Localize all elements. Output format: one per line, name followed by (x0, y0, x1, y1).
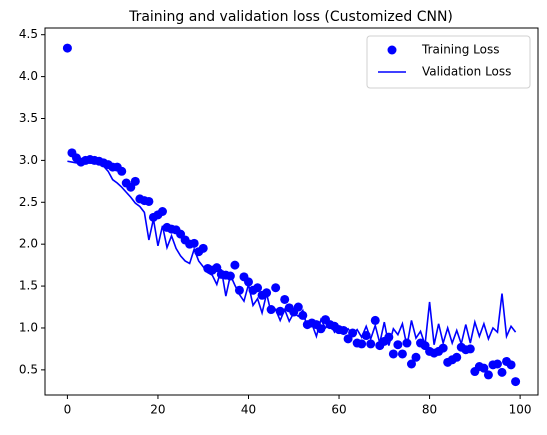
training-point (230, 260, 240, 270)
training-point (388, 349, 398, 359)
training-point (438, 343, 448, 353)
legend-box (366, 35, 531, 89)
training-point (406, 359, 416, 369)
training-point (253, 283, 263, 293)
y-tick-label: 4.0 (19, 69, 38, 83)
training-point (357, 339, 367, 349)
y-tick-label: 0.5 (19, 362, 38, 376)
training-point (370, 315, 380, 325)
training-point (157, 207, 167, 216)
validation-line (67, 159, 517, 347)
training-point (511, 377, 521, 387)
y-tick-label: 2.0 (19, 237, 38, 251)
training-point (117, 166, 127, 176)
training-point (506, 360, 516, 370)
training-point (130, 176, 140, 186)
training-point (411, 352, 421, 362)
training-point (243, 277, 253, 287)
x-tick-label: 20 (150, 403, 165, 417)
legend-label: Training Loss (421, 43, 499, 57)
training-point (62, 43, 72, 53)
training-point (497, 367, 507, 377)
x-tick-label: 60 (331, 403, 346, 417)
x-tick-label: 0 (64, 403, 72, 417)
x-tick-label: 40 (241, 403, 256, 417)
training-point (234, 285, 244, 295)
axes-frame (44, 27, 539, 396)
training-point (492, 359, 502, 369)
training-point (280, 294, 290, 304)
training-point (293, 302, 303, 312)
training-point (339, 325, 349, 335)
training-point (271, 283, 281, 293)
x-tick-label: 100 (509, 403, 532, 417)
legend-label: Validation Loss (422, 65, 511, 79)
legend-marker (387, 45, 397, 55)
training-point (198, 243, 208, 253)
training-point (483, 370, 493, 380)
training-point (366, 339, 376, 349)
training-point (144, 196, 154, 206)
x-tick-label: 80 (422, 403, 437, 417)
training-point (452, 352, 462, 362)
training-point (262, 288, 272, 298)
training-point (465, 344, 475, 354)
chart-title: Training and validation loss (Customized… (128, 9, 453, 25)
training-point (189, 238, 199, 248)
y-tick-label: 1.0 (19, 320, 38, 334)
training-point (479, 363, 489, 373)
training-point (393, 340, 403, 350)
y-tick-label: 4.5 (19, 27, 38, 41)
y-tick-label: 2.5 (19, 195, 38, 209)
training-point (397, 349, 407, 359)
training-point (212, 263, 222, 273)
y-tick-label: 3.0 (19, 153, 38, 167)
y-tick-label: 1.5 (19, 279, 38, 293)
y-tick-label: 3.5 (19, 111, 38, 125)
